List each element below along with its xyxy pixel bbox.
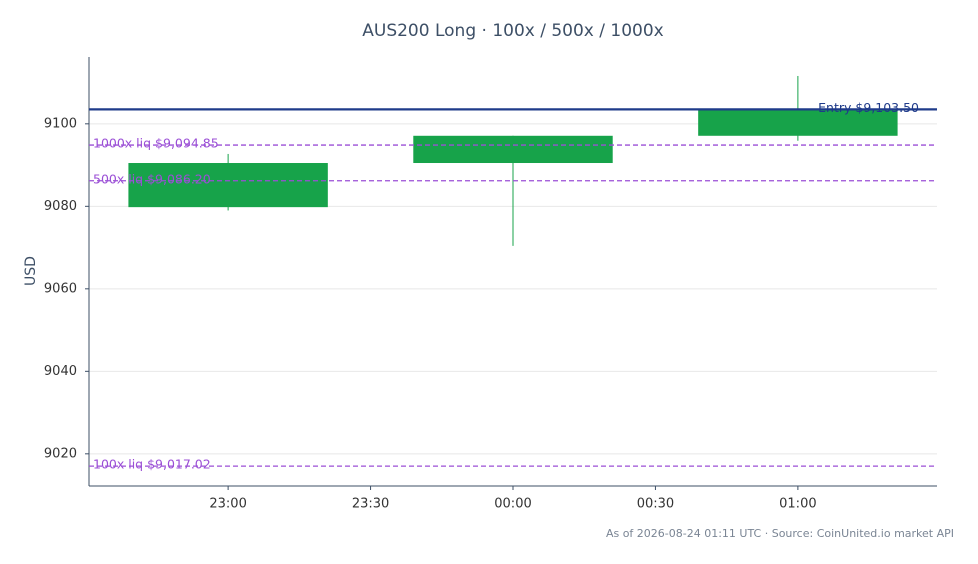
y-tick-label: 9060 [44, 281, 77, 296]
candle-body [128, 163, 328, 208]
footer: As of 2026-08-24 01:11 UTC · Source: Coi… [606, 527, 954, 540]
x-tick-label: 00:00 [494, 497, 531, 512]
y-tick-label: 9100 [44, 116, 77, 131]
x-tick-label: 00:30 [637, 497, 674, 512]
y-tick-label: 9080 [44, 199, 77, 214]
y-tick-label: 9040 [44, 364, 77, 379]
x-tick-label: 01:00 [779, 497, 816, 512]
candle-body [413, 135, 613, 164]
x-tick-label: 23:30 [352, 497, 389, 512]
candle-body [698, 109, 898, 136]
level-label: 500x liq $9,086.20 [93, 171, 211, 186]
chart-title: AUS200 Long · 100x / 500x / 1000x [362, 21, 663, 41]
x-tick-label: 23:00 [209, 497, 246, 512]
level-label: 1000x liq $9,094.85 [93, 136, 219, 151]
y-tick-label: 9020 [44, 446, 77, 461]
y-axis-label: USD [23, 256, 39, 286]
level-label: 100x liq $9,017.02 [93, 457, 211, 472]
level-label: Entry $9,103.50 [818, 100, 919, 115]
